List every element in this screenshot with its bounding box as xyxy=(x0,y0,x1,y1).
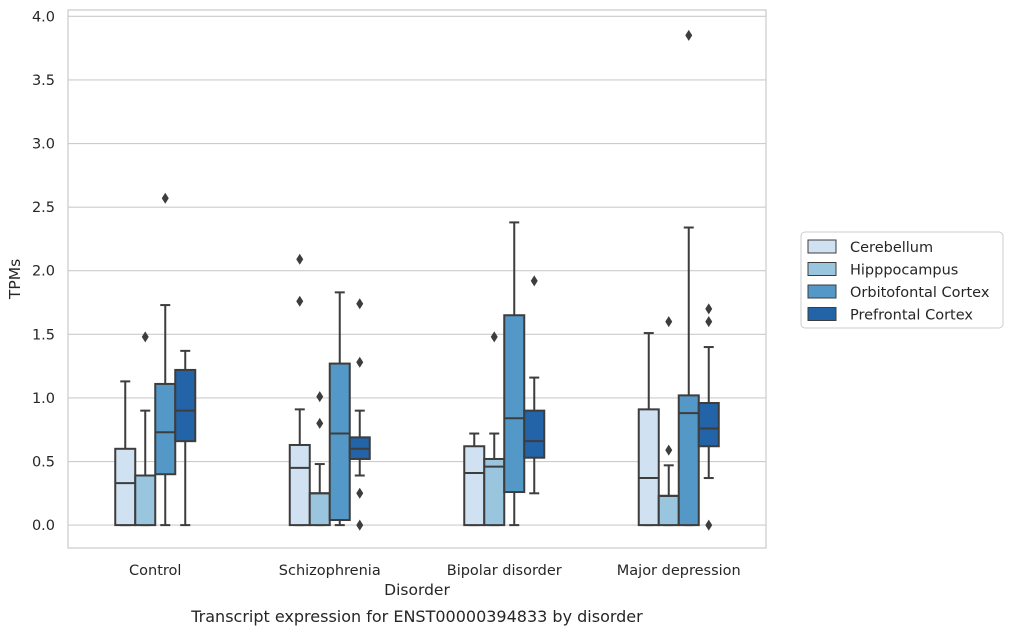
y-tick-label: 3.5 xyxy=(32,73,55,89)
y-tick-label: 0.5 xyxy=(32,455,55,471)
legend-label: Hipppocampus xyxy=(850,263,958,279)
y-axis-ticks: 0.0 0.5 1.0 1.5 2.0 2.5 3.0 3.5 4.0 xyxy=(32,9,55,534)
chart-caption: Transcript expression for ENST0000039483… xyxy=(190,607,643,626)
outlier-point xyxy=(356,298,364,310)
legend-item: Orbitofontal Cortex xyxy=(807,284,990,301)
box xyxy=(114,447,137,527)
box xyxy=(523,409,546,459)
y-tick-label: 0.0 xyxy=(32,518,55,534)
legend-item: Cerebellum xyxy=(807,239,933,256)
box xyxy=(503,314,526,494)
x-tick-label: Bipolar disorder xyxy=(447,563,562,579)
legend-frame xyxy=(800,231,1004,329)
outlier-point xyxy=(665,444,673,456)
x-axis-ticks: Control Schizophrenia Bipolar disorder Majo… xyxy=(129,563,741,579)
outlier-point xyxy=(705,303,713,315)
y-axis-label: TPMs xyxy=(6,259,24,300)
outlier-point xyxy=(161,192,169,204)
box xyxy=(677,394,700,527)
box xyxy=(463,445,486,527)
category-group xyxy=(637,29,720,531)
outlier-point xyxy=(665,316,673,328)
box xyxy=(308,492,331,527)
y-tick-label: 4.0 xyxy=(32,9,55,25)
y-tick-label: 1.0 xyxy=(32,391,55,407)
legend: Cerebellum Hipppocampus Orbitofontal Corte… xyxy=(800,231,1004,329)
outlier-point xyxy=(316,391,324,403)
plot-frame xyxy=(67,9,767,549)
y-tick-label: 1.5 xyxy=(32,327,55,343)
x-tick-label: Major depression xyxy=(617,563,741,579)
box xyxy=(134,474,157,527)
box xyxy=(697,402,720,448)
outlier-point xyxy=(296,253,304,265)
outlier-point xyxy=(705,519,713,531)
legend-swatch xyxy=(807,239,837,254)
legend-label: Cerebellum xyxy=(850,240,933,256)
box xyxy=(637,408,660,527)
outlier-point xyxy=(141,331,149,343)
y-tick-label: 2.5 xyxy=(32,200,55,216)
category-group xyxy=(114,192,197,527)
legend-label: Orbitofontal Cortex xyxy=(850,285,990,301)
legend-label: Prefrontal Cortex xyxy=(850,308,973,324)
x-tick-label: Control xyxy=(129,563,181,579)
box xyxy=(154,382,177,476)
outlier-point xyxy=(490,331,498,343)
box-groups xyxy=(114,29,720,531)
outlier-point xyxy=(705,316,713,328)
outlier-point xyxy=(685,29,693,41)
outlier-point xyxy=(530,275,538,287)
box xyxy=(657,494,680,527)
outlier-point xyxy=(296,295,304,307)
category-group xyxy=(463,221,546,527)
y-tick-label: 3.0 xyxy=(32,137,55,153)
outlier-point xyxy=(356,519,364,531)
x-axis-label: Disorder xyxy=(384,581,450,599)
box xyxy=(288,443,311,527)
box xyxy=(483,457,506,527)
y-tick-label: 2.0 xyxy=(32,264,55,280)
legend-swatch xyxy=(807,284,837,299)
category-group xyxy=(288,253,371,531)
x-tick-label: Schizophrenia xyxy=(279,563,381,579)
legend-swatch xyxy=(807,307,837,321)
legend-swatch xyxy=(807,262,837,276)
outlier-point xyxy=(356,487,364,499)
box xyxy=(174,368,197,443)
outlier-point xyxy=(316,417,324,429)
legend-item: Hipppocampus xyxy=(807,262,958,279)
outlier-point xyxy=(356,356,364,368)
legend-item: Prefrontal Cortex xyxy=(807,307,973,324)
box xyxy=(328,362,351,522)
